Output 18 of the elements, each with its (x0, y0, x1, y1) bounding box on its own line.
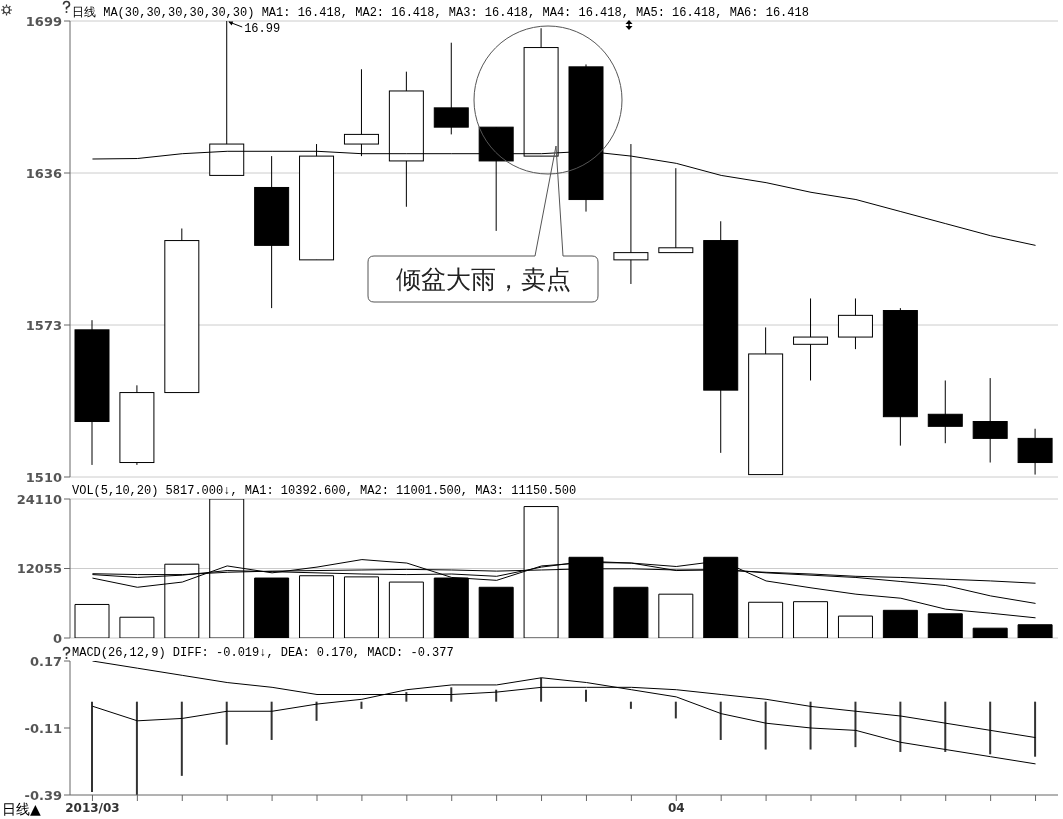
chart-title: VOL(5,10,20) 5817.000↓, MA1: 10392.600, MA2: 11001.500, MA3: 11150.500 (72, 484, 577, 498)
y-tick-label: 1636 (25, 165, 62, 181)
x-tick-label: 04 (667, 800, 685, 815)
x-tick-label: 2013/03 (65, 800, 120, 815)
y-tick-label: 0.17 (29, 653, 62, 669)
annotation: 倾盆大雨，卖点 (395, 265, 571, 294)
y-tick-label: 24110 (16, 491, 62, 507)
y-tick-label: 12055 (16, 561, 62, 577)
y-tick-label: 1699 (25, 13, 62, 29)
y-tick-label: 1573 (25, 317, 62, 333)
chart-title: MACD(26,12,9) DIFF: -0.019↓, DEA: 0.170, MACD: -0.377 (72, 646, 454, 660)
y-tick-label: -0.11 (24, 720, 62, 736)
y-tick-label: 1510 (25, 469, 62, 485)
chart-title: 日线 MA(30,30,30,30,30,30) MA1: 16.418, MA2: 16.418, MA3: 16.418, MA4: 16.418, MA5: 16.418, MA6: 16.418 (72, 6, 809, 20)
y-tick-label: -0.39 (24, 787, 62, 803)
text: 日线▲ (2, 801, 41, 817)
y-tick-label: 0 (52, 630, 62, 646)
annotation: 16.99 (244, 22, 281, 36)
